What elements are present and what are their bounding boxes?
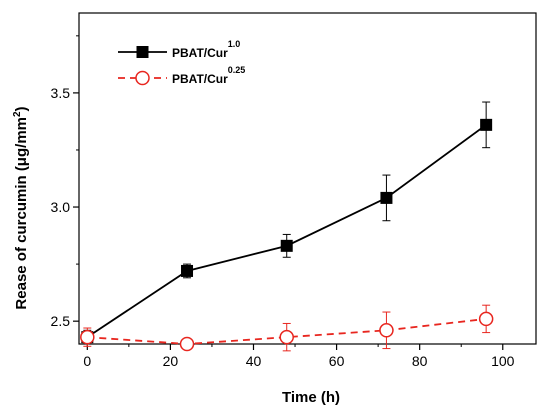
data-point — [379, 323, 394, 338]
legend-label: PBAT/Cur1.0 — [172, 39, 240, 60]
legend-label: PBAT/Cur0.25 — [172, 65, 245, 86]
x-tick-label: 0 — [83, 353, 91, 369]
data-point — [80, 329, 95, 345]
x-tick-label: 60 — [329, 353, 345, 369]
x-axis-title: Time (h) — [282, 389, 340, 406]
data-point — [380, 191, 393, 204]
legend-marker — [135, 70, 150, 86]
data-point — [478, 311, 494, 327]
axis-ticks: 0 20 40 60 80 100 2.5 3.0 3.5 — [51, 35, 515, 369]
legend-entry-1: PBAT/Cur1.0 — [118, 39, 240, 60]
y-axis-title-superscript: 2 — [12, 111, 23, 117]
data-point — [279, 329, 294, 345]
x-tick-label: 40 — [246, 353, 262, 369]
series-line — [86, 124, 487, 338]
series-layer — [80, 101, 494, 352]
data-point — [480, 118, 493, 131]
series-1 — [81, 101, 493, 345]
data-point — [179, 336, 195, 352]
series-line — [87, 317, 487, 345]
y-tick-label: 3.0 — [51, 199, 71, 215]
legend-label-superscript: 1.0 — [228, 39, 241, 49]
legend-label-superscript: 0.25 — [228, 65, 246, 75]
legend-label-name: PBAT/Cur — [172, 46, 228, 60]
series-2 — [80, 304, 494, 352]
x-tick-label: 20 — [163, 353, 179, 369]
plot-frame — [78, 12, 537, 345]
y-tick-label: 3.5 — [51, 85, 71, 101]
data-point — [280, 239, 293, 252]
y-tick-label: 2.5 — [51, 313, 71, 329]
legend-label-name: PBAT/Cur — [172, 72, 228, 86]
legend-entry-2: PBAT/Cur0.25 — [118, 65, 245, 86]
data-point — [181, 264, 194, 277]
x-tick-label: 100 — [491, 353, 515, 369]
legend-marker — [136, 46, 149, 58]
y-axis-title: Rease of curcumin (μg/mm2) — [12, 106, 30, 309]
x-tick-label: 80 — [412, 353, 428, 369]
y-axis-title-suffix: ) — [13, 106, 30, 111]
y-axis-title-main: Rease of curcumin (μg/mm — [13, 117, 30, 310]
plot-area-border — [78, 12, 537, 345]
